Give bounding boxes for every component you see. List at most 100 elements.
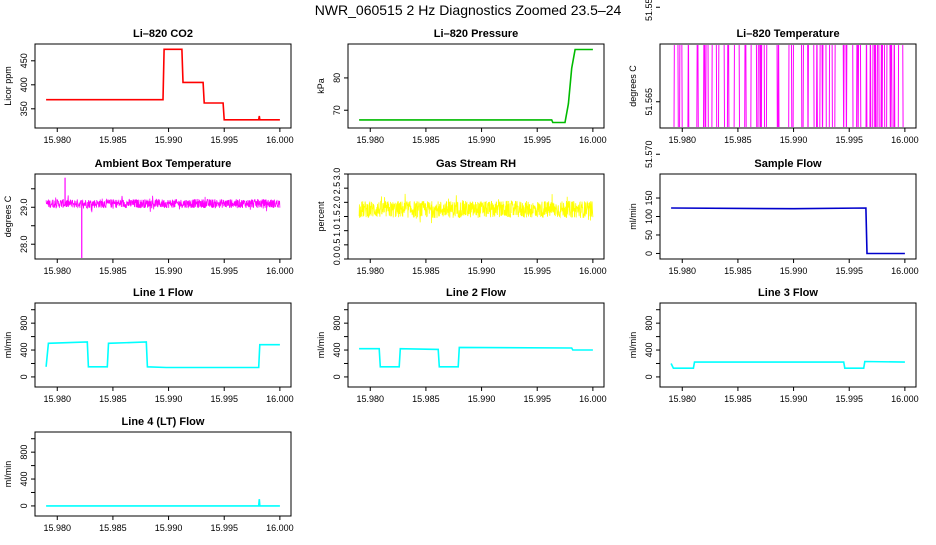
x-tick-label: 15.995 (210, 266, 238, 276)
chart-title: Line 2 Flow (446, 287, 506, 299)
series-line (359, 346, 593, 368)
x-tick-label: 16.000 (579, 394, 607, 404)
chart-title: Gas Stream RH (436, 158, 516, 170)
series-line (359, 48, 593, 124)
y-tick-label: 400 (332, 343, 342, 358)
x-tick-label: 16.000 (891, 135, 919, 145)
series-line (46, 48, 280, 121)
y-axis-label: degrees C (3, 195, 13, 237)
series-group (45, 177, 281, 258)
series-line (46, 499, 280, 507)
y-axis-label: kPa (316, 78, 326, 94)
chart-panel-5: Gas Stream RH percent 15.980 15.985 15.990 15… (316, 158, 607, 276)
y-tick-label: 0 (332, 374, 342, 379)
chart-title: Line 3 Flow (758, 287, 818, 299)
x-tick-label: 15.980 (668, 266, 696, 276)
x-tick-label: 15.990 (780, 266, 808, 276)
chart-title: Line 1 Flow (133, 287, 193, 299)
plot-frame (34, 43, 292, 129)
x-tick-label: 15.990 (468, 135, 496, 145)
series-group (671, 207, 905, 255)
x-tick-label: 15.985 (724, 394, 752, 404)
x-tick-label: 15.985 (724, 266, 752, 276)
y-tick-label: 0 (644, 374, 654, 379)
chart-panel-2: Li–820 Pressure kPa 15.980 15.985 15.990 15.9… (316, 28, 607, 145)
x-tick-label: 15.990 (468, 394, 496, 404)
x-tick-label: 15.985 (99, 266, 127, 276)
y-tick-label: 51.556 (644, 0, 654, 21)
x-tick-label: 15.980 (668, 135, 696, 145)
series-line (45, 195, 281, 213)
x-tick-label: 16.000 (891, 266, 919, 276)
plot-frame (34, 431, 292, 517)
x-tick-label: 15.995 (210, 135, 238, 145)
x-tick-label: 15.995 (835, 394, 863, 404)
x-tick-label: 15.985 (724, 135, 752, 145)
y-axis-label: ml/min (3, 461, 13, 488)
x-tick-label: 15.980 (43, 523, 71, 533)
series-group (45, 341, 280, 369)
chart-panel-8: Line 2 Flow ml/min 15.980 15.985 15.990 15.99… (316, 287, 607, 404)
x-tick-label: 15.985 (412, 266, 440, 276)
y-tick-label: 400 (19, 77, 29, 92)
x-tick-label: 15.995 (210, 523, 238, 533)
x-tick-label: 15.980 (356, 394, 384, 404)
plot-frame (347, 43, 605, 129)
series-group (46, 499, 280, 507)
y-axis-label: ml/min (316, 332, 326, 359)
plot-frame (659, 43, 917, 129)
y-tick-label: 2.0 (332, 196, 342, 209)
chart-title: Ambient Box Temperature (95, 158, 232, 170)
y-axis-label: ml/min (628, 332, 638, 359)
chart-title: Li–820 CO2 (133, 28, 193, 40)
plot-frame (347, 173, 605, 260)
x-tick-label: 16.000 (266, 135, 294, 145)
y-tick-label: 1.5 (332, 210, 342, 223)
series-line (670, 360, 905, 369)
x-tick-label: 15.980 (43, 394, 71, 404)
y-tick-label: 28.0 (19, 235, 29, 253)
y-tick-label: 800 (644, 316, 654, 331)
y-axis-label: degrees C (628, 65, 638, 107)
x-tick-label: 16.000 (266, 523, 294, 533)
x-tick-label: 16.000 (891, 394, 919, 404)
y-tick-label: 3.0 (332, 168, 342, 181)
x-tick-label: 15.995 (523, 394, 551, 404)
x-tick-label: 15.990 (155, 523, 183, 533)
plot-frame (34, 173, 292, 260)
plot-frame (659, 302, 917, 388)
series-group (46, 48, 280, 121)
chart-panel-7: Line 1 Flow ml/min 15.980 15.985 15.990 15.99… (3, 287, 294, 404)
y-tick-label: 0 (19, 503, 29, 508)
y-tick-label: 51.570 (644, 140, 654, 168)
x-tick-label: 15.980 (43, 135, 71, 145)
y-tick-label: 100 (644, 209, 654, 224)
y-tick-label: 0 (19, 374, 29, 379)
x-tick-label: 16.000 (579, 135, 607, 145)
y-tick-label: 50 (644, 230, 654, 240)
series-line (358, 193, 594, 224)
x-tick-label: 15.980 (43, 266, 71, 276)
series-group (359, 346, 593, 368)
chart-panel-1: Li–820 CO2 Licor ppm 15.980 15.985 15.990 15.… (3, 28, 294, 145)
plot-frame (34, 302, 292, 388)
chart-title: Li–820 Temperature (736, 28, 839, 40)
x-tick-label: 15.990 (155, 135, 183, 145)
x-tick-label: 15.995 (835, 135, 863, 145)
y-axis-label: Licor ppm (3, 66, 13, 106)
y-tick-label: 2.5 (332, 182, 342, 195)
y-axis-label: ml/min (628, 203, 638, 230)
series-group (670, 360, 905, 369)
series-group (358, 193, 594, 224)
x-tick-label: 15.985 (99, 523, 127, 533)
y-tick-label: 800 (19, 445, 29, 460)
plot-frame (659, 173, 917, 260)
chart-title: Li–820 Pressure (434, 28, 518, 40)
y-axis-label: percent (316, 201, 326, 232)
y-tick-label: 450 (19, 53, 29, 68)
x-tick-label: 15.985 (99, 135, 127, 145)
chart-panel-4: Ambient Box Temperature degrees C 15.980 15… (3, 158, 294, 276)
series-line (45, 341, 280, 369)
